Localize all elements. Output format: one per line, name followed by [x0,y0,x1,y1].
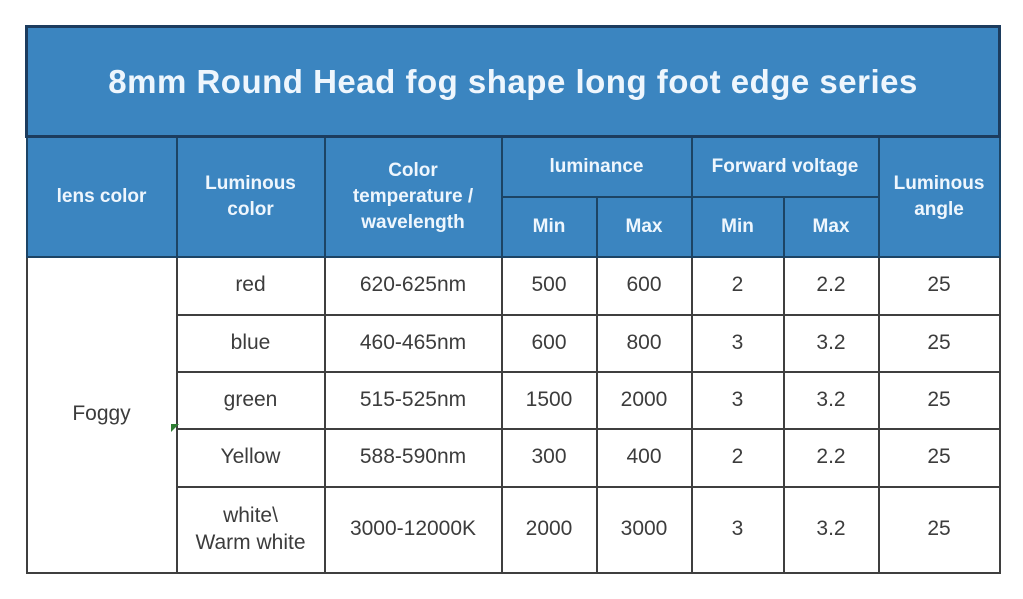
table-title: 8mm Round Head fog shape long foot edge … [24,25,1002,138]
spec-row-blue: blue 460-465nm 600 800 3 3.2 25 [27,313,1001,373]
header-color-temperature: Color temperature / wavelength [323,135,503,258]
cell-luminous-color: white\ Warm white [175,485,326,574]
cell-voltage-max: 3.2 [782,370,880,430]
cell-luminance-min: 600 [500,313,598,373]
cell-luminance-min: 1500 [500,370,598,430]
cell-lens-color-value: Foggy [25,255,178,574]
cell-voltage-min: 2 [690,427,785,488]
cell-luminous-angle: 25 [877,485,1001,574]
cell-voltage-max: 3.2 [782,485,880,574]
cell-wavelength: 588-590nm [323,427,503,488]
cell-luminous-color: blue [175,313,326,373]
header-voltage-max: Max [782,195,880,258]
title-row: 8mm Round Head fog shape long foot edge … [24,25,1002,138]
cell-voltage-min: 3 [690,370,785,430]
header-minmax-row: Min Max Min Max [27,195,1000,258]
cell-wavelength: 3000-12000K [323,485,503,574]
spec-row-green: green 515-525nm 1500 2000 3 3.2 25 [27,370,1001,430]
cell-wavelength: 620-625nm [323,255,503,316]
header-luminance-max: Max [595,195,693,258]
spec-row-red: Foggy red 620-625nm 500 600 2 2.2 25 [25,255,1001,574]
spec-row-yellow: Yellow 588-590nm 300 400 2 2.2 25 [27,427,1001,488]
cell-luminance-min: 300 [500,427,598,488]
header-lens-color: lens color [25,135,178,258]
cell-luminance-max: 400 [595,427,693,488]
header-group-row: lens color Luminous color Color temperat… [25,135,1001,258]
cell-voltage-min: 2 [690,255,785,316]
cell-luminous-color: red [175,255,326,316]
header-luminous-angle: Luminous angle [877,135,1001,258]
cell-luminance-max: 3000 [595,485,693,574]
header-luminance-min: Min [500,195,598,258]
led-spec-table: 8mm Round Head fog shape long foot edge … [24,25,1002,574]
spec-row-white: white\ Warm white 3000-12000K 2000 3000 … [27,485,1001,574]
cell-voltage-max: 2.2 [782,255,880,316]
header-forward-voltage: Forward voltage [690,135,880,198]
cell-voltage-max: 2.2 [782,427,880,488]
cell-luminance-max: 2000 [595,370,693,430]
header-voltage-min: Min [690,195,785,258]
cell-comment-marker-icon [171,424,179,432]
cell-wavelength: 515-525nm [323,370,503,430]
cell-voltage-max: 3.2 [782,313,880,373]
cell-voltage-min: 3 [690,313,785,373]
cell-luminance-max: 800 [595,313,693,373]
cell-luminance-min: 2000 [500,485,598,574]
cell-voltage-min: 3 [690,485,785,574]
cell-luminous-angle: 25 [877,370,1001,430]
cell-luminous-angle: 25 [877,255,1001,316]
cell-luminous-angle: 25 [877,427,1001,488]
cell-luminous-angle: 25 [877,313,1001,373]
header-luminance: luminance [500,135,693,198]
header-luminous-color: Luminous color [175,135,326,258]
cell-luminance-max: 600 [595,255,693,316]
cell-luminous-color: Yellow [175,427,326,488]
cell-luminous-color: green [175,370,326,430]
cell-wavelength: 460-465nm [323,313,503,373]
cell-luminance-min: 500 [500,255,598,316]
